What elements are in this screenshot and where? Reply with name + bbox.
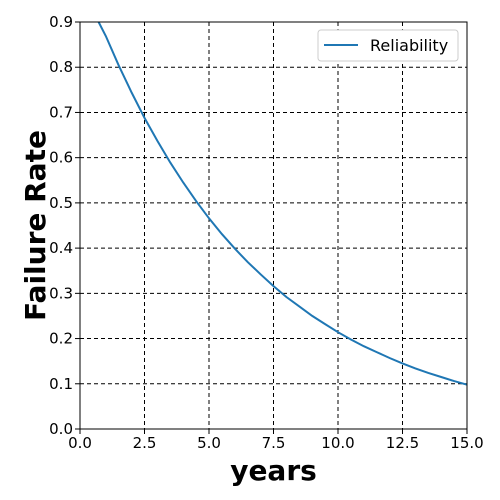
y-tick-label: 0.4 (49, 239, 73, 257)
axis-ticks: 0.0 2.5 5.0 7.5 10.0 12.5 15.0 0.0 0.1 0.2 0.3 0.4 0… (49, 13, 484, 452)
y-tick-label: 0.3 (49, 284, 73, 302)
y-tick-label: 0.6 (49, 149, 73, 167)
x-axis-label: years (230, 454, 317, 487)
y-tick-label: 0.5 (49, 194, 73, 212)
x-tick-label: 2.5 (133, 434, 157, 452)
legend: Reliability (317, 29, 459, 62)
x-tick-label: 10.0 (321, 434, 354, 452)
x-tick-label: 15.0 (450, 434, 483, 452)
series-line-reliability (97, 21, 468, 386)
y-tick-label: 0.9 (49, 13, 73, 31)
y-tick-label: 0.1 (49, 375, 73, 393)
y-tick-label: 0.8 (49, 58, 73, 76)
series-layer (97, 21, 468, 386)
y-tick-label: 0.2 (49, 330, 73, 348)
legend-label: Reliability (370, 36, 448, 55)
x-tick-label: 0.0 (68, 434, 92, 452)
x-tick-label: 12.5 (386, 434, 419, 452)
grid (80, 22, 467, 429)
legend-box (317, 29, 459, 62)
y-tick-label: 0.0 (49, 420, 73, 438)
x-tick-label: 5.0 (197, 434, 221, 452)
x-tick-label: 7.5 (262, 434, 286, 452)
y-tick-label: 0.7 (49, 103, 73, 121)
y-axis-label: Failure Rate (19, 130, 52, 321)
